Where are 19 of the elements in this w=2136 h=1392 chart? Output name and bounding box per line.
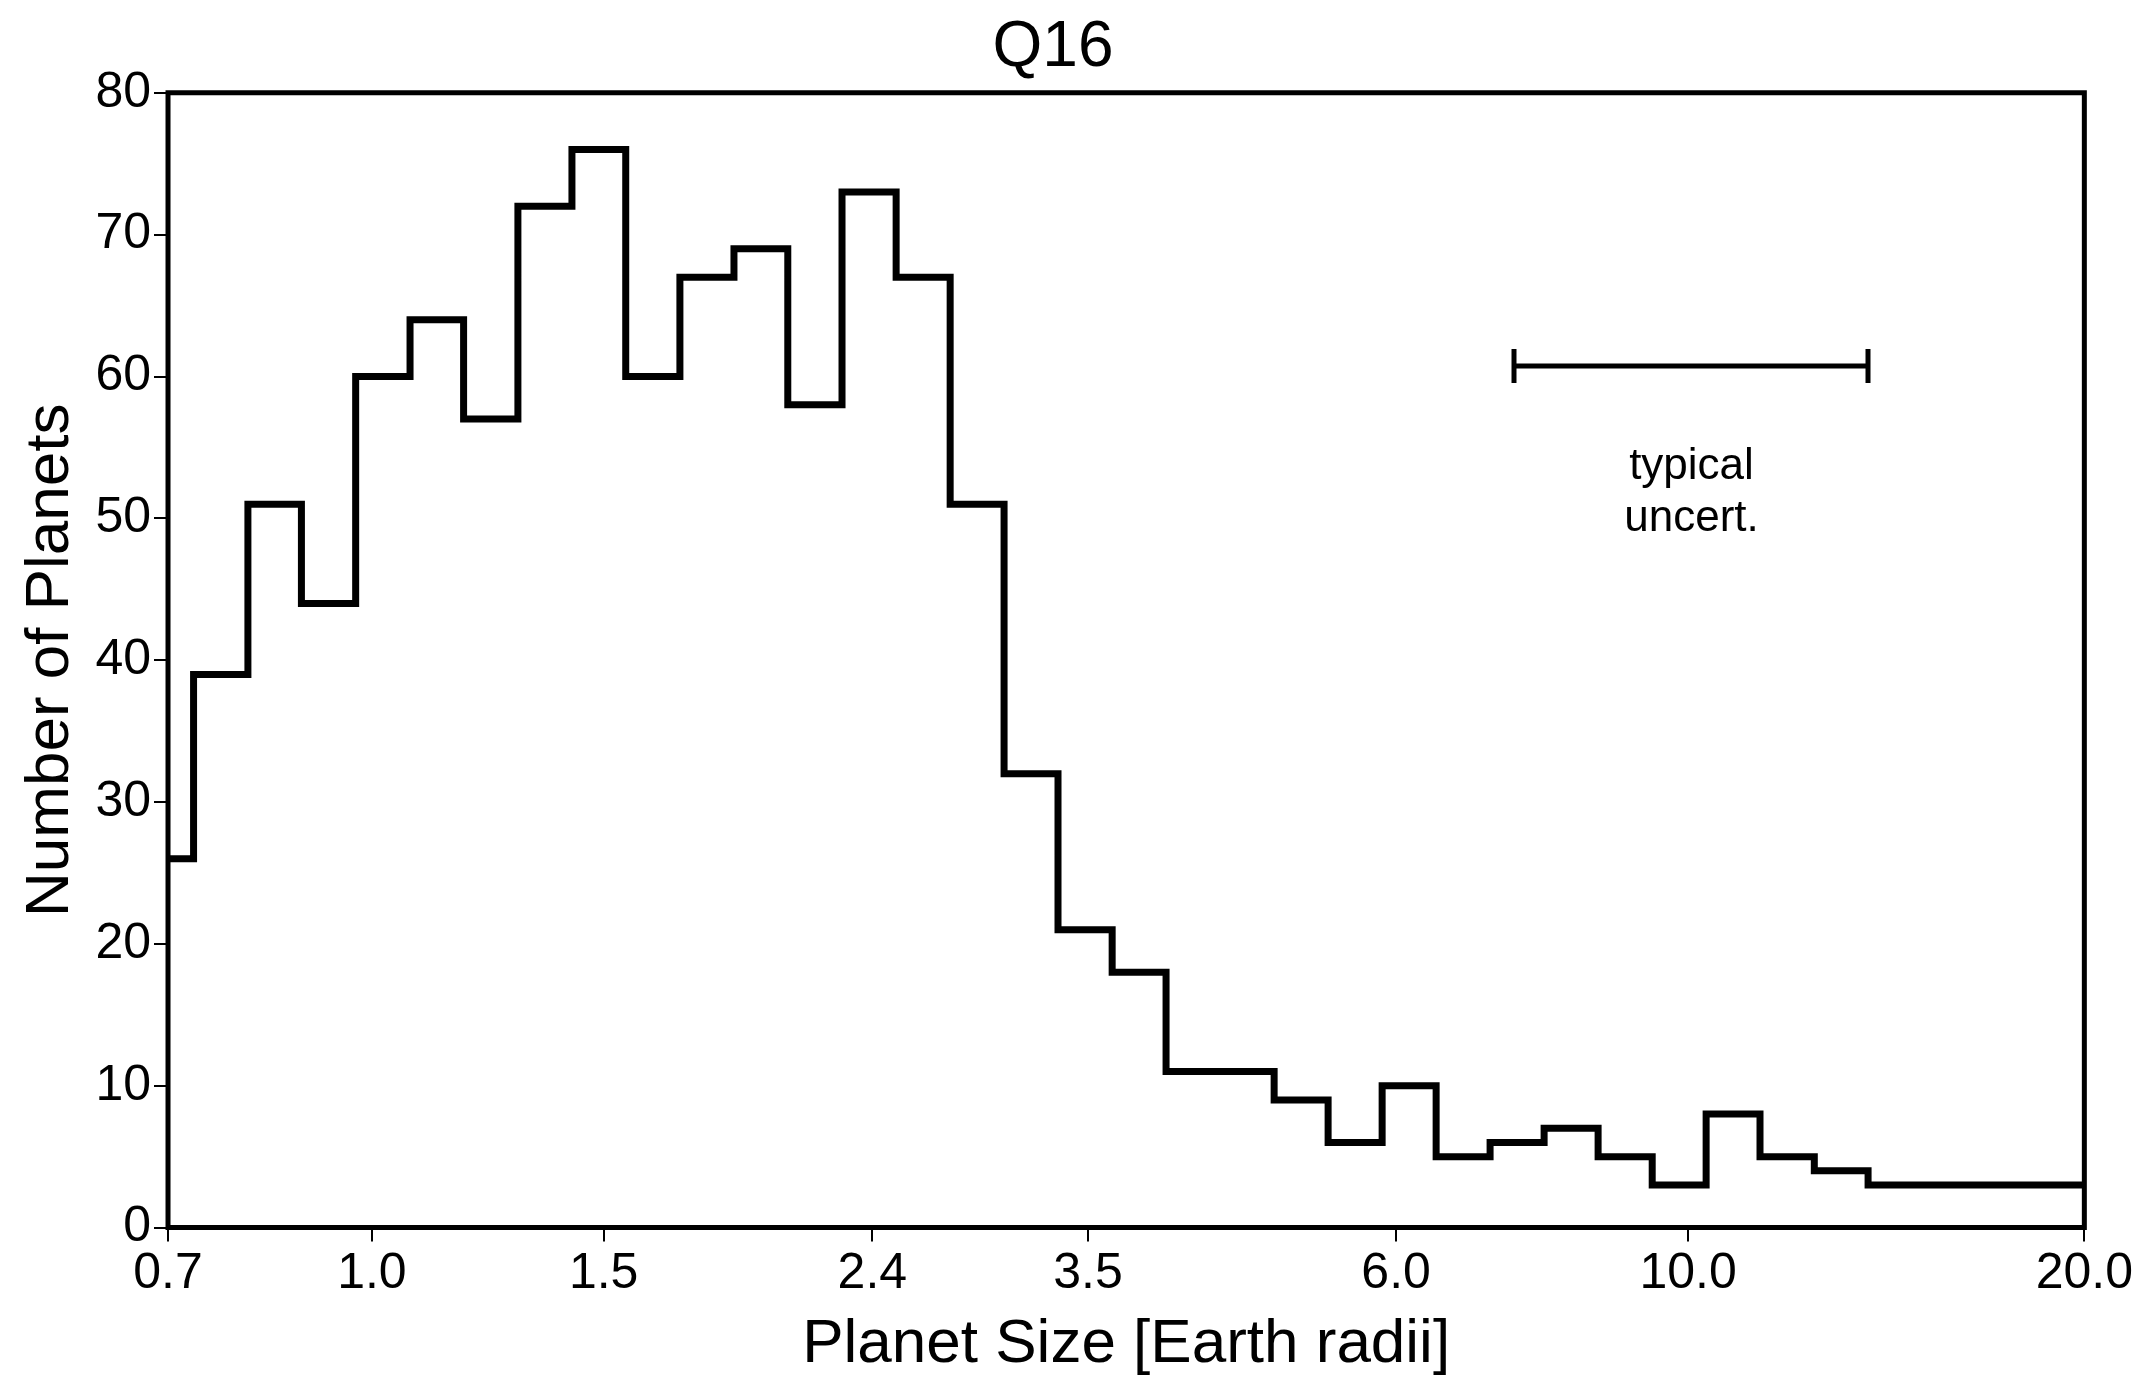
x-tick-label: 20.0 <box>2035 1243 2134 1300</box>
x-tick-label: 6.0 <box>1361 1243 1431 1300</box>
y-tick-label: 10 <box>95 1054 152 1111</box>
y-tick-label: 70 <box>95 203 152 260</box>
y-tick-label: 60 <box>95 345 152 402</box>
chart-title: Q16 <box>992 8 1114 81</box>
y-tick-label: 50 <box>95 487 152 544</box>
y-tick-label: 30 <box>95 770 152 827</box>
y-axis-title: Number of Planets <box>12 403 82 917</box>
x-tick-label: 3.5 <box>1053 1243 1123 1300</box>
x-tick-label: 1.5 <box>568 1243 639 1300</box>
y-tick-label: 40 <box>95 628 152 685</box>
x-tick-label: 2.4 <box>837 1243 908 1300</box>
annotation: typical uncert. <box>1624 438 1759 540</box>
x-axis-title: Planet Size [Earth radii] <box>802 1305 1451 1375</box>
x-tick-label: 10.0 <box>1639 1243 1737 1300</box>
y-tick-label: 20 <box>95 912 152 969</box>
y-tick-label: 80 <box>95 61 152 118</box>
x-tick-label: 1.0 <box>337 1243 407 1300</box>
